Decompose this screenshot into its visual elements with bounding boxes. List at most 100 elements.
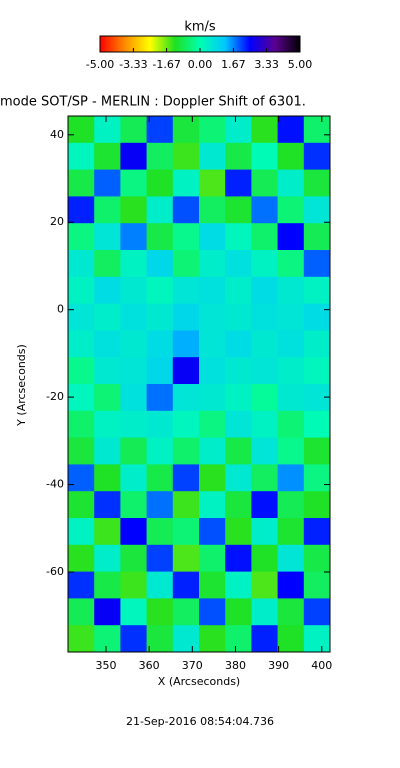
- heatmap-cell: [277, 464, 305, 492]
- x-axis-label: X (Arcseconds): [158, 675, 240, 688]
- heatmap-cell: [146, 437, 174, 465]
- heatmap-cell: [68, 598, 95, 626]
- heatmap-cell: [199, 142, 226, 171]
- heatmap-cell: [94, 625, 121, 653]
- heatmap-cell: [251, 142, 279, 171]
- heatmap-cell: [146, 544, 174, 573]
- heatmap-cell: [199, 169, 226, 197]
- heatmap-cell: [251, 491, 279, 519]
- heatmap-cell: [94, 410, 121, 439]
- heatmap-cell: [303, 357, 331, 385]
- heatmap-cell: [251, 357, 279, 385]
- heatmap-cell: [199, 223, 226, 251]
- heatmap-cell: [120, 303, 148, 331]
- heatmap-cell: [251, 518, 279, 546]
- heatmap-cell: [94, 169, 121, 197]
- heatmap-cell: [68, 303, 95, 331]
- heatmap-cell: [277, 303, 305, 331]
- colorbar-tick-label: 1.67: [221, 58, 246, 71]
- heatmap-cell: [172, 384, 200, 412]
- x-tick-label: 380: [225, 659, 246, 672]
- heatmap-cell: [172, 357, 200, 385]
- heatmap-cell: [251, 116, 279, 144]
- heatmap-cell: [68, 384, 95, 412]
- heatmap-cell: [146, 330, 174, 358]
- heatmap-cell: [94, 276, 121, 305]
- heatmap-cell: [225, 518, 252, 546]
- x-tick-label: 360: [139, 659, 160, 672]
- heatmap-cell: [120, 410, 148, 439]
- heatmap-cell: [120, 571, 148, 599]
- heatmap-cell: [94, 384, 121, 412]
- heatmap-cell: [303, 196, 331, 224]
- heatmap-cell: [172, 142, 200, 171]
- heatmap-cell: [94, 116, 121, 144]
- heatmap-cell: [94, 437, 121, 465]
- colorbar-tick-label: 5.00: [288, 58, 313, 71]
- heatmap-cell: [225, 437, 252, 465]
- heatmap-cell: [303, 142, 331, 171]
- y-tick-label: 0: [57, 303, 64, 316]
- heatmap-cell: [146, 276, 174, 305]
- heatmap-cell: [94, 223, 121, 251]
- heatmap-cell: [120, 142, 148, 171]
- heatmap-cell: [172, 544, 200, 573]
- colorbar-tick-label: -1.67: [152, 58, 180, 71]
- heatmap-cell: [251, 250, 279, 278]
- chart-title: mode SOT/SP - MERLIN : Doppler Shift of …: [0, 95, 306, 110]
- heatmap-cell: [251, 410, 279, 439]
- heatmap-cell: [251, 169, 279, 197]
- heatmap-cell: [146, 116, 174, 144]
- heatmap-cell: [225, 464, 252, 492]
- heatmap-cell: [277, 571, 305, 599]
- heatmap-cell: [68, 250, 95, 278]
- heatmap-cell: [199, 250, 226, 278]
- heatmap-cell: [199, 116, 226, 144]
- heatmap-cell: [225, 410, 252, 439]
- heatmap-cell: [120, 250, 148, 278]
- heatmap-cell: [94, 598, 121, 626]
- x-tick-label: 390: [268, 659, 289, 672]
- heatmap-cell: [172, 303, 200, 331]
- heatmap-cell: [146, 625, 174, 653]
- heatmap-cell: [68, 518, 95, 546]
- colorbar-tick-label: 0.00: [188, 58, 213, 71]
- heatmap-cell: [94, 142, 121, 171]
- heatmap-cell: [303, 518, 331, 546]
- heatmap-cell: [172, 437, 200, 465]
- heatmap-cell: [68, 437, 95, 465]
- heatmap-cell: [120, 464, 148, 492]
- heatmap-cell: [199, 303, 226, 331]
- heatmap-cell: [146, 196, 174, 224]
- heatmap-cell: [146, 303, 174, 331]
- heatmap-cell: [303, 491, 331, 519]
- heatmap-cell: [251, 437, 279, 465]
- heatmap-cell: [251, 303, 279, 331]
- heatmap-cell: [225, 223, 252, 251]
- heatmap-cell: [199, 196, 226, 224]
- heatmap-cell: [68, 196, 95, 224]
- heatmap-cell: [303, 303, 331, 331]
- heatmap-cell: [251, 464, 279, 492]
- heatmap-cell: [251, 625, 279, 653]
- colorbar-title: km/s: [184, 20, 216, 35]
- heatmap-cell: [277, 598, 305, 626]
- heatmap-cell: [146, 410, 174, 439]
- heatmap-cell: [225, 571, 252, 599]
- heatmap-cell: [120, 330, 148, 358]
- heatmap-cell: [277, 116, 305, 144]
- heatmap-cell: [199, 571, 226, 599]
- heatmap-cell: [225, 598, 252, 626]
- plot-frame: [67, 115, 331, 653]
- heatmap-cell: [120, 384, 148, 412]
- heatmap-cell: [225, 250, 252, 278]
- y-axis-label: Y (Arcseconds): [15, 344, 28, 427]
- heatmap-cell: [277, 491, 305, 519]
- heatmap-cell: [146, 571, 174, 599]
- heatmap-cell: [68, 491, 95, 519]
- heatmap-cell: [172, 598, 200, 626]
- heatmap-cell: [303, 250, 331, 278]
- heatmap-cell: [172, 625, 200, 653]
- heatmap-cell: [94, 303, 121, 331]
